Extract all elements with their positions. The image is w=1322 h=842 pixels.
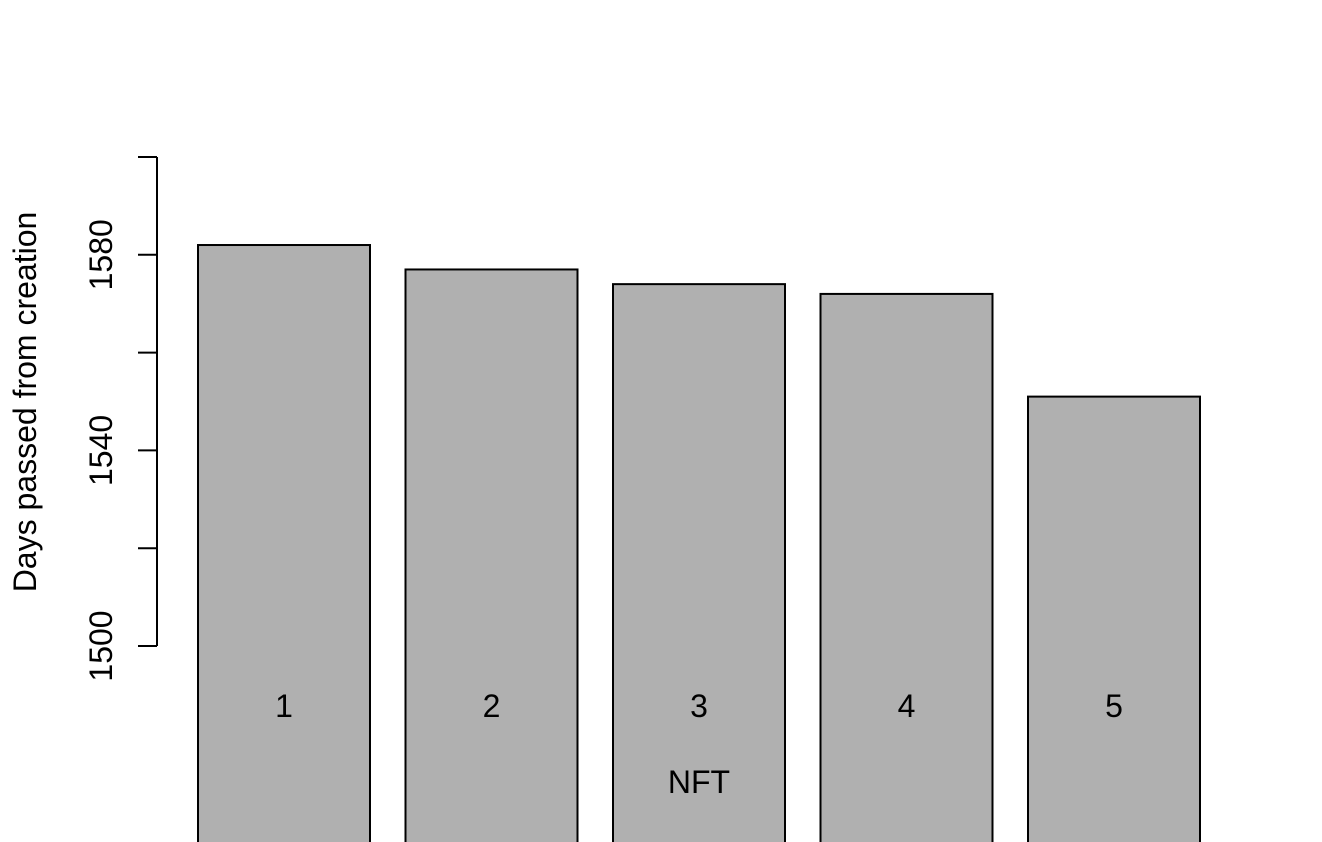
bar-label-5: 5 bbox=[1105, 688, 1123, 724]
y-tick-label-1540: 1540 bbox=[83, 415, 119, 486]
bar-2 bbox=[404, 268, 579, 842]
y-axis-title: Days passed from creation bbox=[7, 212, 43, 593]
bar-label-2: 2 bbox=[483, 688, 501, 724]
y-axis: 1500 1540 1580 bbox=[83, 156, 158, 682]
bar-3 bbox=[612, 283, 786, 842]
bar-1 bbox=[197, 244, 371, 842]
bar-labels-group: 1 2 3 4 5 bbox=[275, 688, 1123, 724]
y-tick-label-1500: 1500 bbox=[83, 610, 119, 681]
bar-label-1: 1 bbox=[275, 688, 293, 724]
bars-group bbox=[197, 244, 1201, 842]
x-axis-title: NFT bbox=[668, 764, 730, 800]
y-tick-label-1580: 1580 bbox=[83, 219, 119, 290]
bar-5 bbox=[1027, 395, 1201, 842]
bar-4 bbox=[819, 292, 994, 842]
bar-label-4: 4 bbox=[898, 688, 916, 724]
bar-label-3: 3 bbox=[690, 688, 708, 724]
